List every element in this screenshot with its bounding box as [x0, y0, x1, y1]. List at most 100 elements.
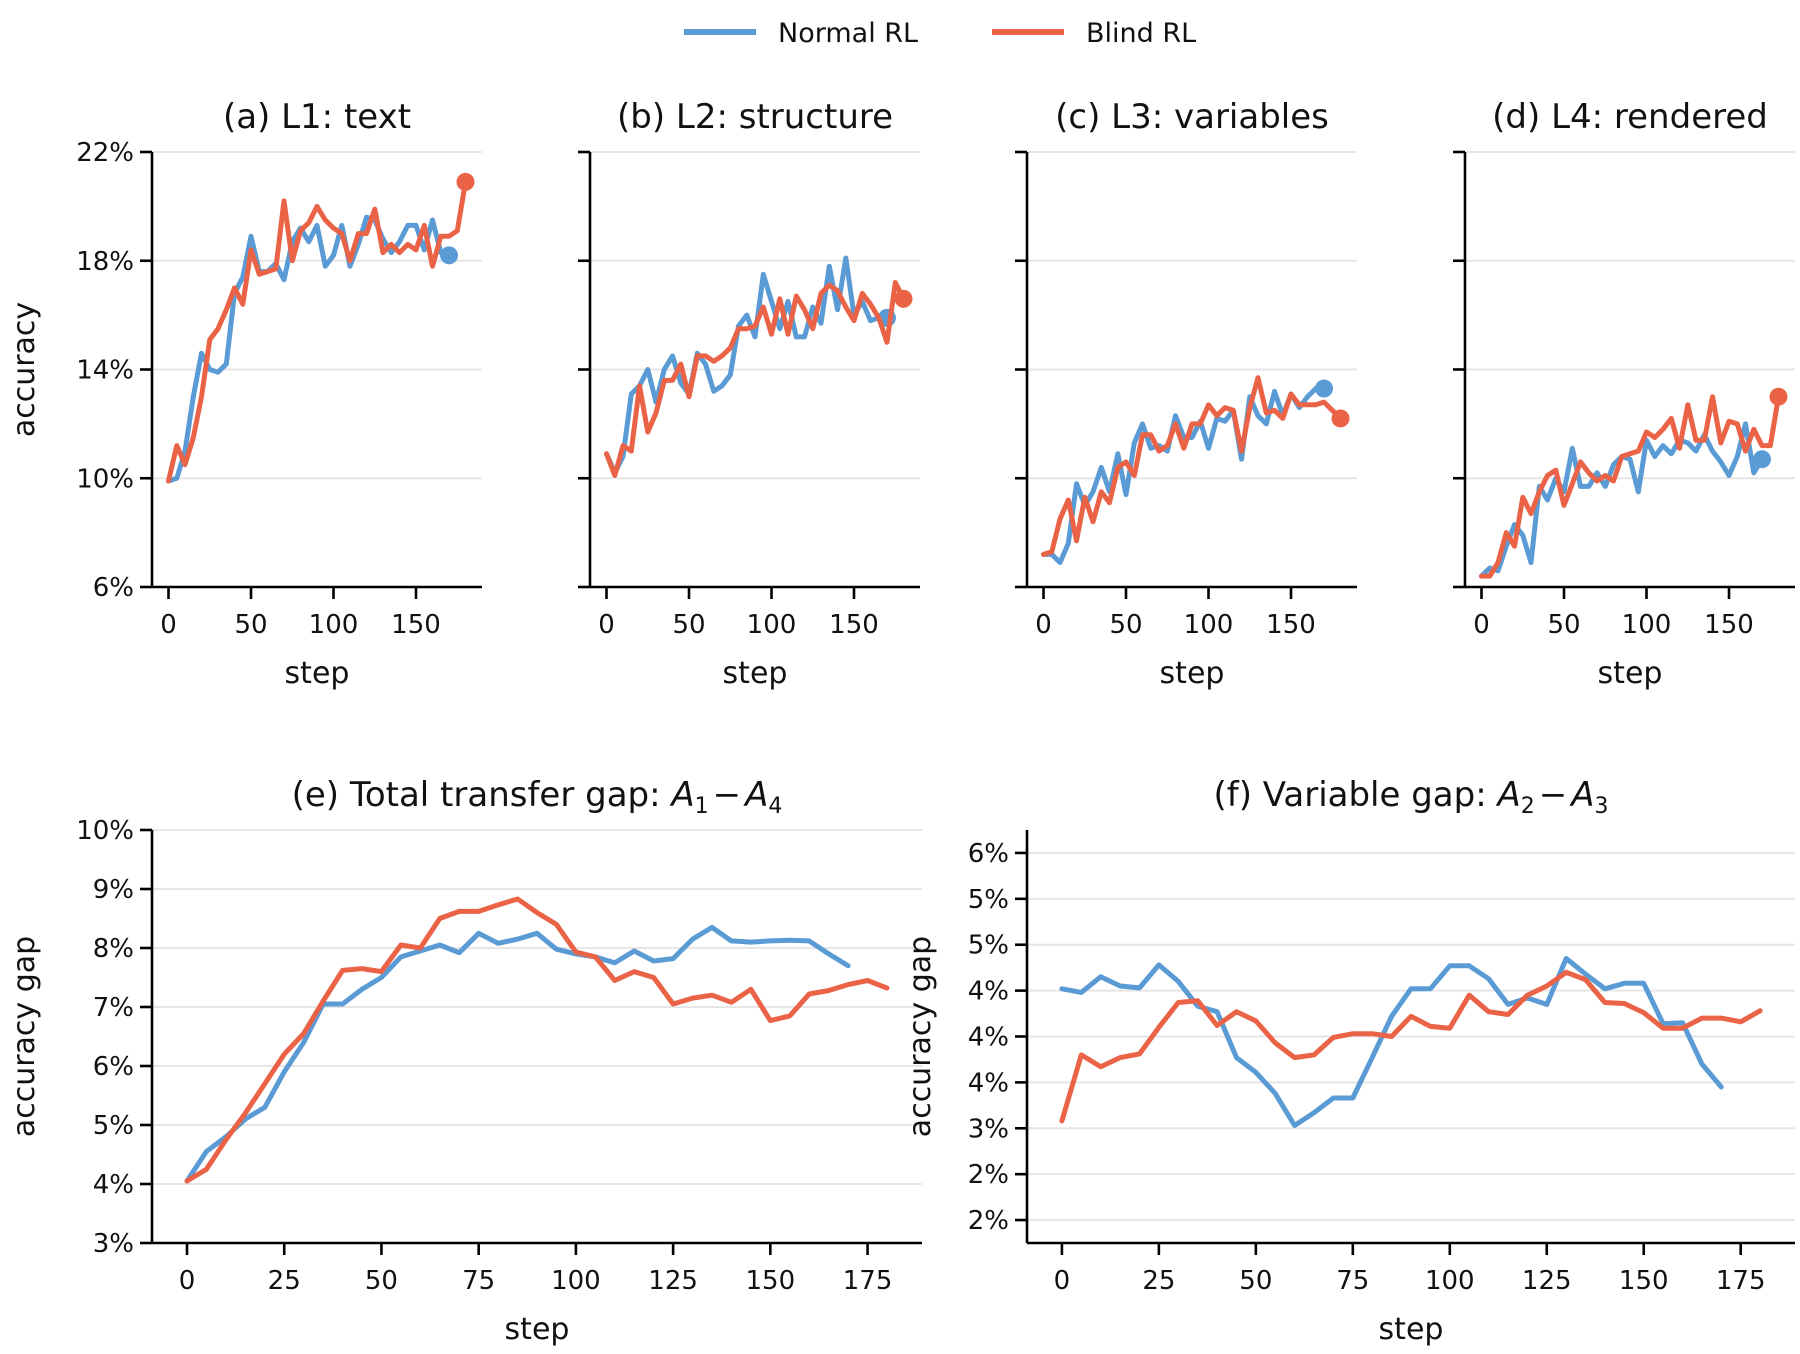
y-axis-label: accuracy [7, 302, 42, 437]
chart-title-text: (e) Total transfer gap: [292, 775, 672, 815]
title-math-subscript: 1 [695, 794, 709, 819]
series-line-blind-rl [1479, 394, 1781, 579]
x-tick-label: 75 [462, 1266, 495, 1296]
panel-f: 2% 2% 3% 4% 4% 4% 5% 5% 6% 0 25 50 75 100 125 150 175 (f)… [903, 775, 1795, 1347]
x-tick-label: 150 [391, 610, 441, 640]
y-tick-label: 3% [93, 1229, 134, 1259]
panel-b: 0 50 100 150 (b) L2: structure step [578, 97, 920, 691]
title-math-symbol: A [743, 775, 768, 815]
title-math-operator: − [1539, 775, 1568, 815]
x-tick-label: 175 [1716, 1266, 1766, 1296]
legend-label-blind-rl: Blind RL [1086, 18, 1196, 49]
x-axis-label: step [1379, 1312, 1444, 1347]
series-line-blind-rl [1059, 969, 1763, 1124]
panels: 6%10%14%18%22%0 50 100 150(a) L1: textstepa… [7, 97, 1795, 1347]
y-tick-label: 6% [93, 573, 134, 603]
series-line-normal-rl [166, 214, 452, 484]
x-tick-label: 150 [1266, 610, 1316, 640]
series-line-normal-rl [1041, 386, 1327, 565]
series-line-normal-rl [184, 924, 851, 1184]
x-tick-label: 0 [598, 610, 615, 640]
y-tick-label: 22% [76, 138, 134, 168]
legend: Normal RL Blind RL [684, 18, 1196, 49]
series-line-blind-rl [604, 280, 906, 478]
panel-a: 6% 10% 14% 18% 22% 0 50 100 150 (a) L1: text step a… [7, 97, 482, 691]
title-math-operator: − [713, 775, 742, 815]
series-end-point-blind-rl [456, 172, 475, 191]
x-axis-label: step [723, 656, 788, 691]
x-tick-label: 75 [1336, 1266, 1369, 1296]
title-math-symbol: A [1569, 775, 1594, 815]
x-tick-label: 125 [1522, 1266, 1572, 1296]
y-tick-label: 9% [93, 875, 134, 905]
y-tick-label: 5% [968, 885, 1009, 915]
y-tick-label: 4% [968, 977, 1009, 1007]
panel-d: 0 50 100 150 (d) L4: rendered step [1453, 97, 1795, 691]
x-tick-label: 175 [843, 1266, 893, 1296]
x-tick-label: 0 [1035, 610, 1052, 640]
chart-title: (b) L2: structure [617, 97, 893, 137]
y-tick-label: 6% [93, 1052, 134, 1082]
chart-title: (d) L4: rendered [1492, 97, 1768, 137]
series-line-blind-rl [1041, 375, 1343, 557]
x-axis-label: step [505, 1312, 570, 1347]
y-tick-label: 5% [93, 1111, 134, 1141]
legend-label-normal-rl: Normal RL [778, 18, 918, 49]
x-tick-label: 0 [1473, 610, 1490, 640]
y-tick-label: 5% [968, 931, 1009, 961]
chart-title: (f) Variable gap: A2− A3 [1213, 775, 1608, 819]
x-tick-label: 125 [648, 1266, 698, 1296]
series-end-point-normal-rl [440, 246, 458, 265]
series-end-point-normal-rl [1753, 450, 1771, 469]
y-tick-label: 18% [76, 247, 134, 277]
x-tick-label: 100 [1425, 1266, 1475, 1296]
y-tick-label: 10% [76, 816, 134, 846]
title-math-subscript: 2 [1521, 794, 1535, 819]
series-end-point-blind-rl [1331, 409, 1350, 428]
title-math-symbol: A [1496, 775, 1521, 815]
series-line-blind-rl [184, 896, 890, 1184]
chart-title: (c) L3: variables [1055, 97, 1329, 137]
x-tick-label: 100 [309, 610, 359, 640]
chart-title-text: (f) Variable gap: [1213, 775, 1497, 815]
x-tick-label: 0 [179, 1266, 196, 1296]
y-tick-label: 4% [968, 1023, 1009, 1053]
y-tick-label: 4% [968, 1068, 1009, 1098]
x-tick-label: 50 [672, 610, 705, 640]
y-tick-label: 6% [968, 839, 1009, 869]
y-tick-label: 4% [93, 1170, 134, 1200]
x-tick-label: 100 [747, 610, 797, 640]
series-line-normal-rl [1059, 956, 1724, 1128]
x-tick-label: 25 [268, 1266, 301, 1296]
y-axis-label: accuracy gap [903, 936, 938, 1137]
series-end-point-blind-rl [1769, 387, 1788, 406]
x-tick-label: 50 [1239, 1266, 1272, 1296]
series-end-point-normal-rl [1315, 379, 1333, 398]
series-end-point-blind-rl [894, 289, 913, 308]
x-axis-label: step [1598, 656, 1663, 691]
x-tick-label: 100 [551, 1266, 601, 1296]
x-tick-label: 150 [829, 610, 879, 640]
x-tick-label: 100 [1184, 610, 1234, 640]
x-tick-label: 0 [160, 610, 177, 640]
x-tick-label: 150 [1704, 610, 1754, 640]
y-tick-label: 2% [968, 1160, 1009, 1190]
x-tick-label: 150 [1619, 1266, 1669, 1296]
x-tick-label: 150 [746, 1266, 796, 1296]
x-tick-label: 50 [365, 1266, 398, 1296]
title-math-subscript: 3 [1595, 794, 1609, 819]
x-axis-label: step [1160, 656, 1225, 691]
y-tick-label: 7% [93, 993, 134, 1023]
series-line-blind-rl [166, 179, 468, 484]
y-tick-label: 3% [968, 1114, 1009, 1144]
y-tick-label: 10% [76, 464, 134, 494]
x-tick-label: 25 [1142, 1266, 1175, 1296]
y-tick-label: 14% [76, 356, 134, 386]
chart-title: (e) Total transfer gap: A1− A4 [292, 775, 783, 819]
title-math-subscript: 4 [768, 794, 782, 819]
title-math-symbol: A [669, 775, 694, 815]
y-axis-label: accuracy gap [7, 936, 42, 1137]
x-tick-label: 50 [1109, 610, 1142, 640]
panel-e: 3% 4% 5% 6% 7% 8% 9% 10% 0 25 50 75 100 125 150 175 (e) … [7, 775, 922, 1347]
